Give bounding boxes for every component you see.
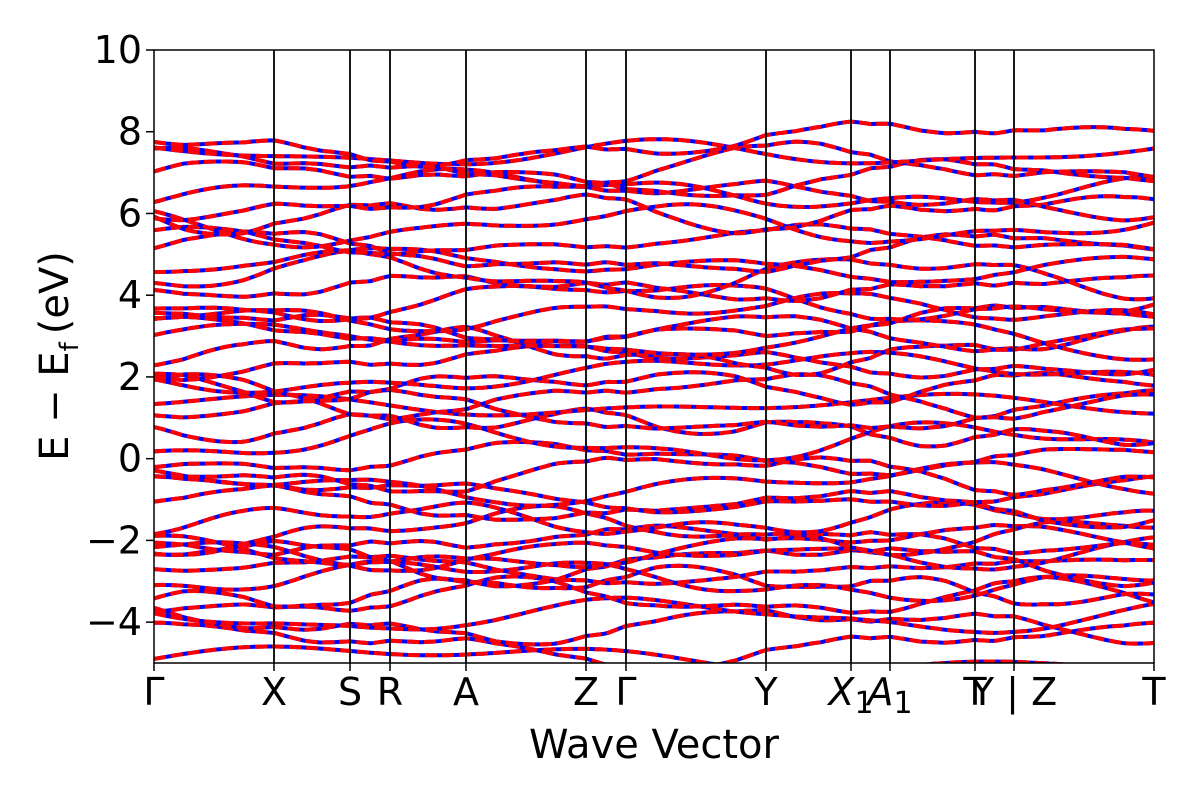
band-line-dashed [154,563,1154,609]
x-tick-label: T [962,670,987,714]
band-line-dashed [154,192,1154,237]
band-line-dashed [154,605,1154,647]
band-line-dashed [154,202,1154,250]
y-tick-label: −2 [86,518,142,562]
band-line-dashed [154,318,1154,362]
y-axis-label-unit: (eV) [32,251,78,334]
band-line-dashed [154,559,1154,603]
band-line-solid [154,455,1154,497]
band-line-dashed [154,157,1154,198]
band-line-dashed [154,523,1154,557]
x-tick-label: A1 [864,670,912,721]
band-line-solid [154,574,1154,615]
y-tick-label: 10 [94,28,142,72]
band-line-dashed [154,178,1154,223]
plot-frame [153,49,1155,664]
band-line-dashed [154,644,1075,663]
band-line-dashed [154,273,1154,304]
band-line-dashed [154,460,1154,508]
y-tick-label: 4 [118,273,142,317]
band-line-solid [154,139,1154,189]
x-tick-label: X1 [826,670,873,721]
band-line-dashed [154,483,1154,530]
y-axis-label: E − Ef (eV) [32,251,85,461]
high-symmetry-lines [273,50,1015,663]
x-tick-label: X [261,670,287,714]
x-tick-label: Γ [615,670,636,714]
y-tick-label: 6 [118,191,142,235]
y-tick-label: 2 [118,355,142,399]
band-line-dashed [154,440,1154,478]
x-tick-label: Z [573,670,599,714]
band-line-dashed [154,372,1154,422]
band-line-solid [154,119,1154,169]
x-tick-label: R [377,670,403,714]
band-line-dashed [154,166,1154,209]
band-line-dashed [154,504,1154,558]
band-line-dashed [154,538,1154,589]
band-line-dashed [154,474,1154,515]
band-line-dashed [154,500,1154,537]
band-line-dashed [154,406,1154,449]
x-tick-label: A [453,670,479,714]
band-line-dashed [154,291,1154,334]
band-line-dashed [154,595,1154,635]
band-line-solid [154,417,1154,463]
band-line-dashed [154,522,1154,570]
band-lines [154,119,1154,663]
band-line-dashed [154,535,1154,573]
x-tick-label: Y | Z [970,670,1057,715]
y-tick-label: −4 [86,600,142,644]
y-tick-label: 8 [118,110,142,154]
band-line-solid [154,229,1154,274]
x-tick-label: T [1141,670,1166,714]
band-line-dashed [154,303,1154,344]
band-line-dashed [154,553,1154,586]
x-axis-label: Wave Vector [529,722,780,768]
band-line-dashed [154,370,1154,407]
band-line-solid [154,283,1154,323]
band-line-dashed [154,137,1154,167]
x-tick-label: S [338,670,362,714]
y-axis-label-main: E − E [32,351,78,461]
band-line-dashed [154,119,1154,169]
y-tick-label: 0 [118,437,142,481]
x-tick-label: Y [753,670,778,714]
band-line-dashed [154,620,1154,663]
y-axis-ticks: −4 −2 0 2 4 6 8 10 [86,28,154,644]
band-line-dashed [154,391,1154,418]
band-line-dashed [154,324,1154,378]
band-line-dashed [154,343,1154,383]
y-axis-label-sub: f [55,341,85,351]
band-line-dashed [154,222,1154,257]
band-line-dashed [154,249,1154,302]
x-tick-label: Γ [143,670,164,714]
